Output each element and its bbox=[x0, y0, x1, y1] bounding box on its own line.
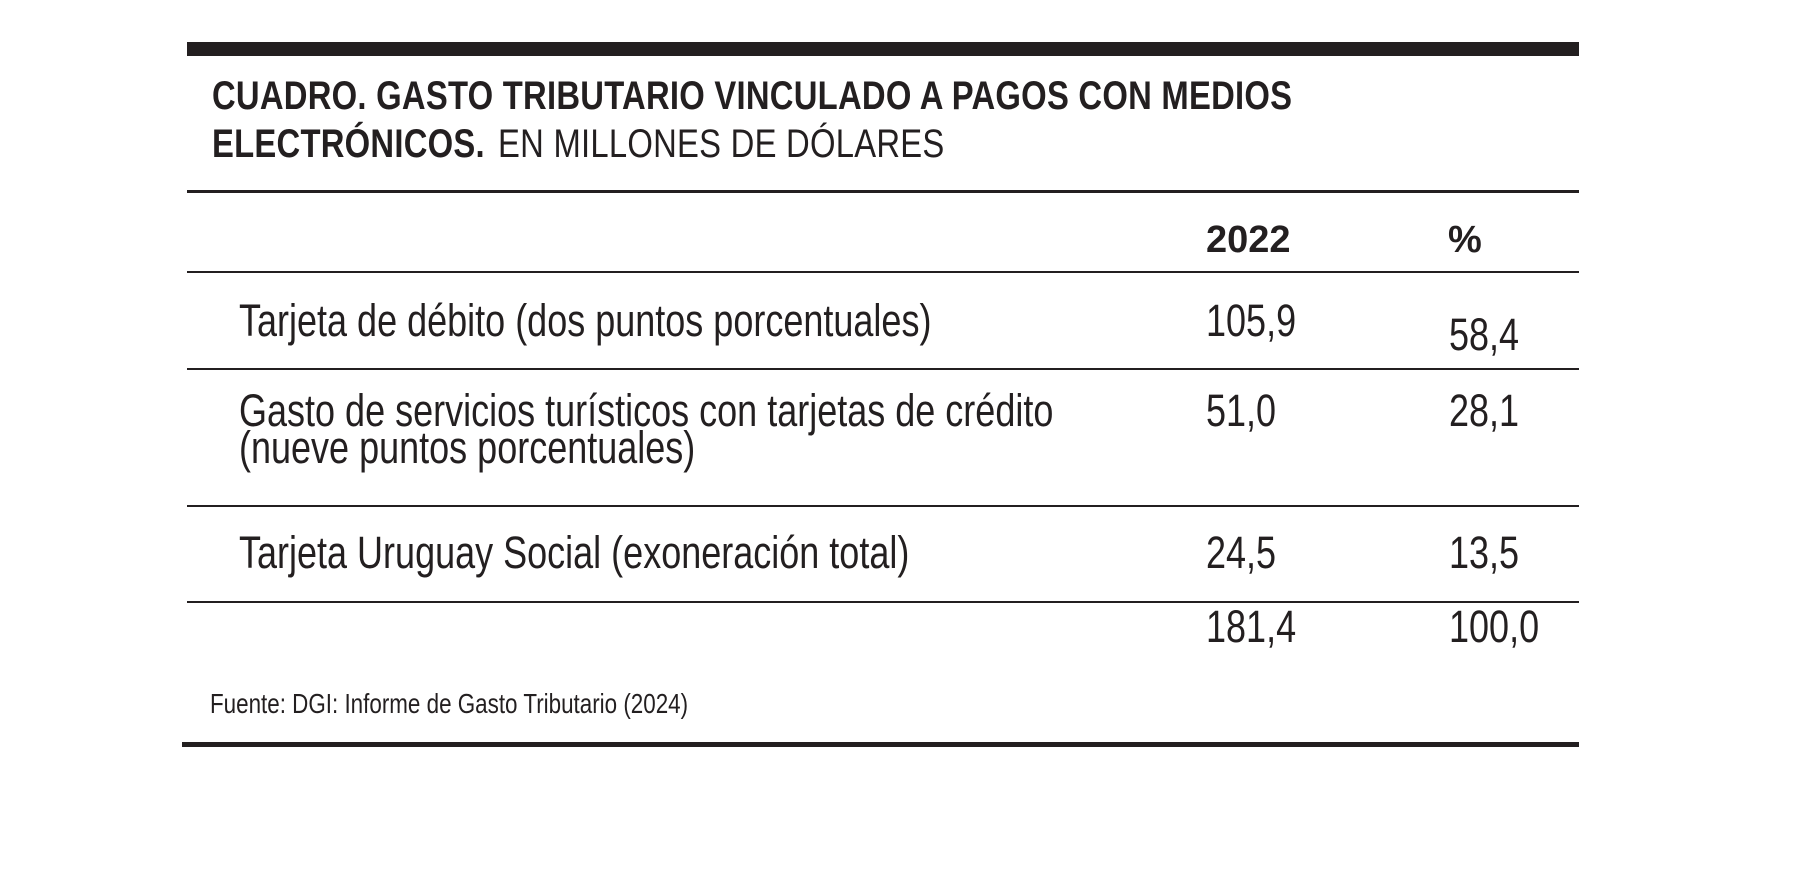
title-bold-line-2: ELECTRÓNICOS. bbox=[212, 122, 485, 166]
title-line-1: CUADRO. GASTO TRIBUTARIO VINCULADO A PAG… bbox=[212, 72, 1292, 120]
row-value: 24,5 bbox=[1206, 527, 1277, 578]
total-value: 181,4 bbox=[1206, 601, 1297, 652]
column-header-percent: % bbox=[1448, 219, 1482, 261]
total-percent: 100,0 bbox=[1449, 601, 1540, 652]
row-label-line-1: Gasto de servicios turísticos con tarjet… bbox=[239, 385, 1054, 436]
row-percent: 28,1 bbox=[1449, 385, 1520, 436]
row-value: 105,9 bbox=[1206, 295, 1297, 346]
bottom-rule bbox=[182, 742, 1579, 747]
table-title: CUADRO. GASTO TRIBUTARIO VINCULADO A PAG… bbox=[212, 72, 1512, 168]
table-card: CUADRO. GASTO TRIBUTARIO VINCULADO A PAG… bbox=[182, 42, 1579, 748]
row-label: Tarjeta de débito (dos puntos porcentual… bbox=[239, 295, 932, 346]
source-note: Fuente: DGI: Informe de Gasto Tributario… bbox=[210, 688, 689, 719]
row-label-line-2: (nueve puntos porcentuales) bbox=[239, 422, 696, 473]
total-divider bbox=[187, 601, 1579, 603]
title-line-2: ELECTRÓNICOS. EN MILLONES DE DÓLARES bbox=[212, 120, 1278, 168]
row-label: Tarjeta Uruguay Social (exoneración tota… bbox=[239, 527, 910, 578]
column-header-year: 2022 bbox=[1206, 219, 1291, 261]
title-unit: EN MILLONES DE DÓLARES bbox=[498, 122, 945, 166]
row-divider bbox=[187, 505, 1579, 507]
top-rule bbox=[187, 42, 1579, 56]
row-value: 51,0 bbox=[1206, 385, 1277, 436]
row-divider bbox=[187, 368, 1579, 370]
row-divider bbox=[187, 271, 1579, 273]
row-percent: 58,4 bbox=[1449, 309, 1520, 360]
row-percent: 13,5 bbox=[1449, 527, 1520, 578]
title-bold-line-1: CUADRO. GASTO TRIBUTARIO VINCULADO A PAG… bbox=[212, 74, 1293, 118]
header-rule bbox=[187, 190, 1579, 193]
